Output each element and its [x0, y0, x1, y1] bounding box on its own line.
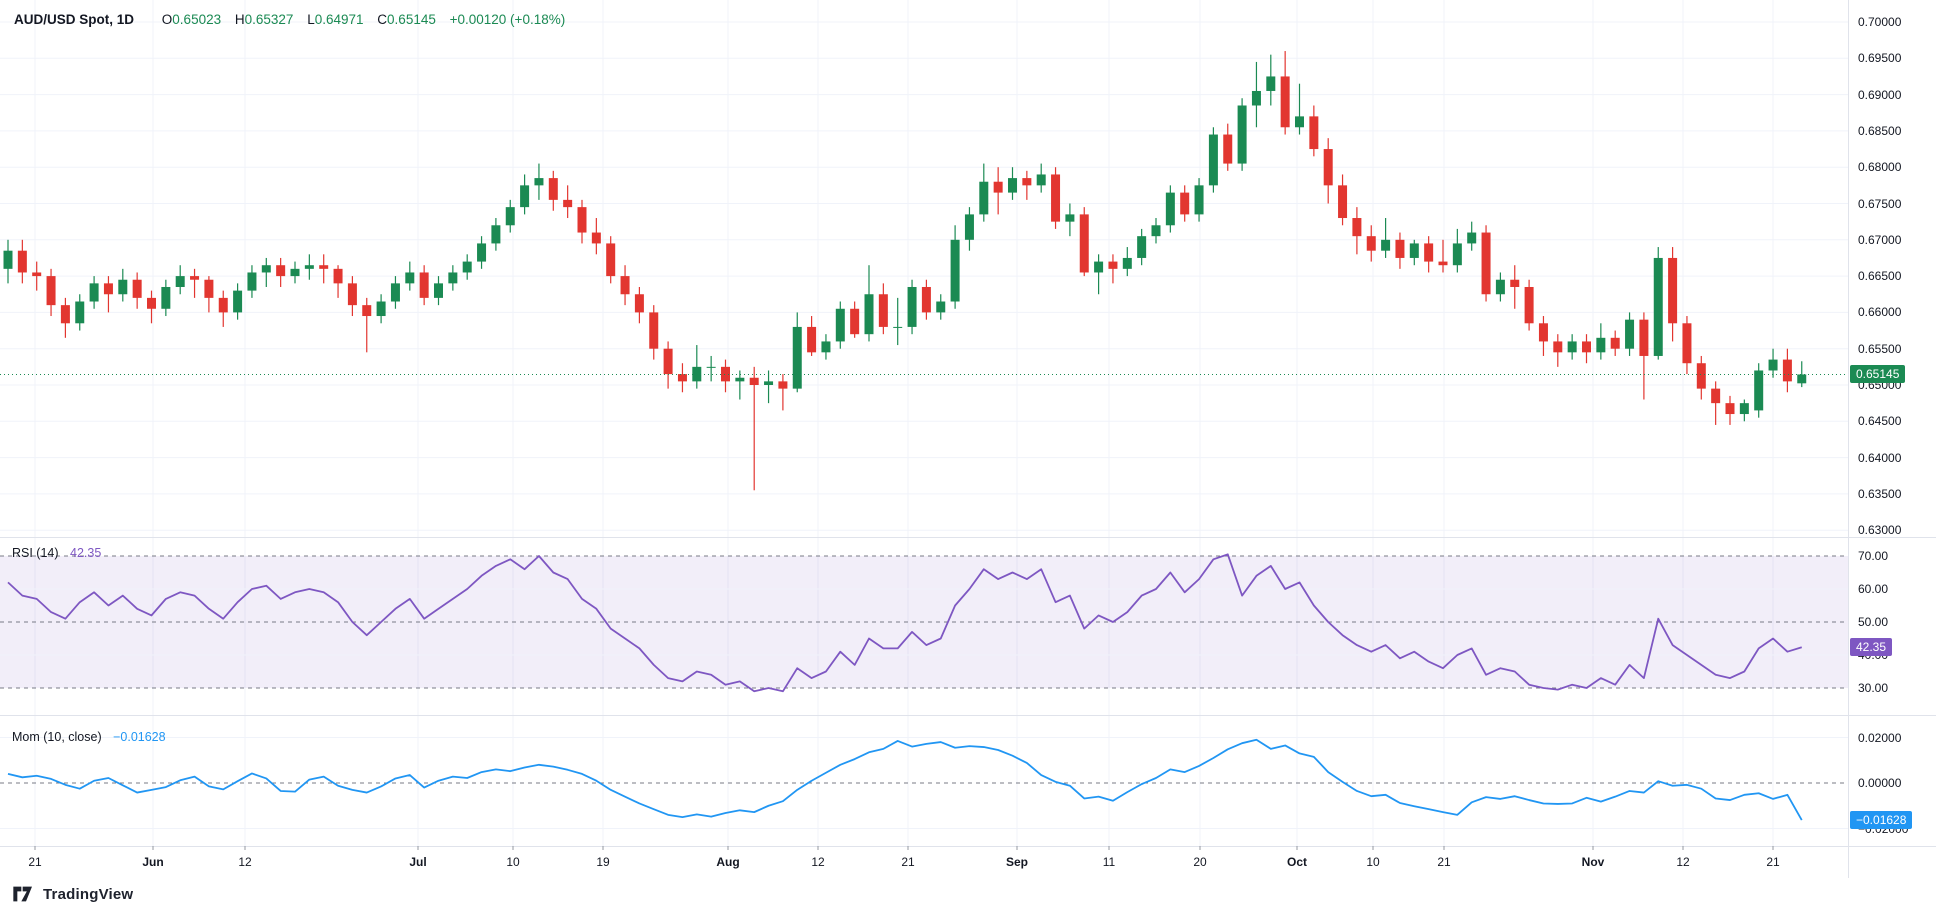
time-axis-label: 12	[238, 855, 252, 869]
time-axis-label: 10	[1366, 855, 1380, 869]
rsi-line	[7, 553, 1803, 693]
rsi-legend-label: RSI (14)	[12, 546, 59, 560]
time-axis-label: Jun	[142, 855, 164, 869]
price-axis-label: 0.64500	[1858, 414, 1902, 429]
mom-legend: Mom (10, close) −0.01628	[12, 730, 166, 744]
time-axis-label: 21	[1766, 855, 1780, 869]
candlestick-series	[3, 51, 1807, 491]
symbol-title: AUD/USD Spot, 1D	[14, 12, 135, 27]
mom-line	[7, 738, 1803, 821]
price-axis-label: 0.63000	[1858, 523, 1902, 538]
time-axis-label: 11	[1102, 855, 1116, 869]
rsi-legend: RSI (14) 42.35	[12, 546, 101, 560]
mom-legend-label: Mom (10, close)	[12, 730, 102, 744]
price-axis-label: 0.67000	[1858, 232, 1902, 247]
high-label: H	[234, 12, 245, 27]
price-axis-label: 0.64000	[1858, 450, 1902, 465]
rsi-axis-label: 70.00	[1858, 549, 1889, 563]
price-axis-label: 0.68000	[1858, 160, 1902, 175]
time-axis-label: 19	[596, 855, 610, 869]
rsi-value-badge: 42.35	[1850, 638, 1893, 657]
mom-axis-label: 0.00000	[1858, 776, 1902, 790]
low-label: L	[307, 12, 315, 27]
time-axis-label: 20	[1193, 855, 1207, 869]
time-axis-label: 12	[811, 855, 825, 869]
change-value: +0.00120 (+0.18%)	[449, 12, 566, 27]
tradingview-logo-icon	[13, 886, 32, 902]
rsi-axis-label: 30.00	[1858, 681, 1889, 695]
mom-legend-value: −0.01628	[113, 730, 166, 744]
close-value: 0.65145	[387, 12, 436, 27]
time-axis-label: 21	[901, 855, 915, 869]
time-axis-label: 12	[1676, 855, 1690, 869]
open-value: 0.65023	[172, 12, 222, 27]
price-axis-label: 0.66500	[1858, 269, 1902, 284]
mom-axis-label: 0.02000	[1858, 730, 1902, 745]
price-axis-label: 0.69000	[1858, 87, 1902, 102]
time-axis-label: Oct	[1286, 855, 1308, 869]
last-price-badge: 0.65145	[1850, 365, 1906, 384]
mom-value-badge: −0.01628	[1850, 811, 1913, 830]
price-axis-label: 0.63500	[1858, 486, 1902, 501]
time-axis-label: 21	[28, 855, 42, 869]
rsi-axis-label: 60.00	[1858, 582, 1889, 596]
time-axis-label: Jul	[409, 855, 427, 869]
time-axis-label: Sep	[1005, 855, 1029, 869]
time-axis-label: 10	[506, 855, 520, 869]
high-value: 0.65327	[244, 12, 294, 27]
tradingview-attribution[interactable]: TradingView	[12, 884, 133, 904]
low-value: 0.64971	[314, 12, 364, 27]
price-axis-label: 0.68500	[1858, 123, 1902, 138]
price-axis-label: 0.66000	[1858, 305, 1902, 320]
time-axis-label: Aug	[716, 855, 740, 869]
tradingview-wordmark: TradingView	[43, 885, 134, 903]
rsi-legend-value: 42.35	[70, 546, 102, 560]
price-axis-label: 0.67500	[1858, 196, 1902, 211]
ohlc-header: AUD/USD Spot, 1D O0.65023 H0.65327 L0.64…	[14, 12, 565, 27]
time-axis-label: Nov	[1581, 855, 1605, 869]
time-axis-label: 21	[1437, 855, 1451, 869]
price-axis-label: 0.65500	[1858, 341, 1902, 356]
price-axis-label: 0.69500	[1858, 51, 1902, 66]
rsi-axis-label: 50.00	[1858, 615, 1889, 629]
open-label: O	[161, 12, 173, 27]
close-label: C	[377, 12, 388, 27]
price-axis-label: 0.70000	[1858, 15, 1902, 29]
